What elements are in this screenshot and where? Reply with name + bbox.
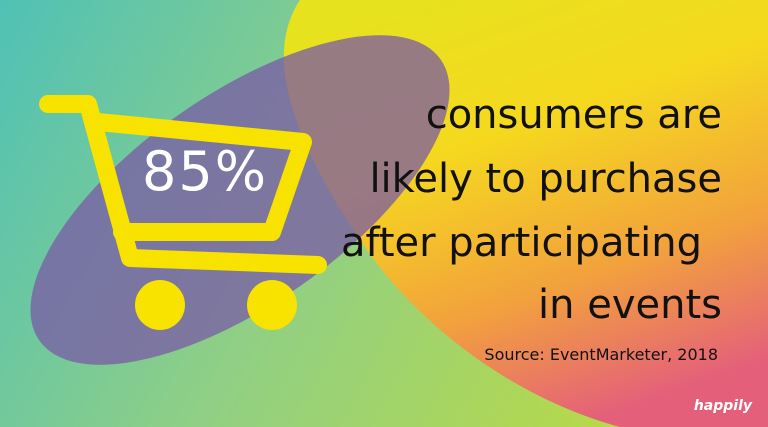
brand: happily [694, 398, 753, 414]
cart-icon [39, 95, 327, 274]
cart-wheel [247, 280, 297, 330]
cart-wheel [135, 280, 185, 330]
statement-line: in events [538, 282, 722, 328]
stat: 85% [142, 140, 268, 203]
statement-line: consumers are [426, 92, 722, 138]
statement-line: after participating [341, 220, 702, 266]
statement-line: likely to purchase [369, 156, 722, 202]
purple-ellipse [30, 35, 450, 365]
source: Source: EventMarketer, 2018 [484, 345, 718, 364]
